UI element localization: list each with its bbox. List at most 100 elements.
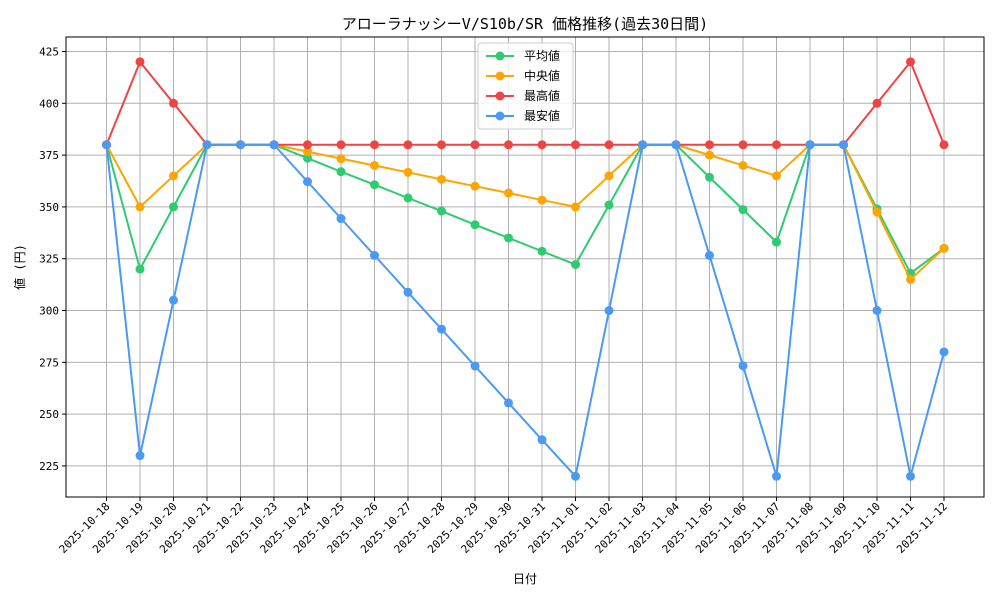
- data-point: [738, 160, 748, 170]
- y-tick-label: 350: [39, 201, 59, 214]
- data-point: [571, 471, 580, 481]
- data-point: [705, 150, 714, 160]
- legend-marker: [495, 91, 505, 101]
- data-point: [437, 324, 446, 334]
- series-line: [105, 143, 945, 275]
- data-point: [772, 471, 781, 481]
- data-point: [705, 140, 714, 150]
- data-point: [336, 140, 346, 150]
- data-point: [604, 140, 614, 150]
- data-point: [939, 347, 949, 357]
- data-point: [872, 306, 882, 316]
- data-point: [437, 140, 446, 150]
- data-point: [102, 140, 111, 150]
- data-point: [370, 140, 379, 150]
- legend-label: 最安値: [524, 108, 560, 123]
- data-point: [571, 140, 580, 150]
- data-point: [805, 140, 815, 150]
- y-axis-label: 値 (円): [12, 244, 27, 290]
- y-tick-label: 325: [39, 253, 59, 266]
- series-line: [105, 143, 945, 478]
- series-line: [105, 143, 945, 281]
- data-point: [470, 140, 480, 150]
- data-point: [772, 171, 781, 181]
- series-1: [102, 140, 949, 284]
- data-point: [906, 57, 915, 67]
- plot-frame: [65, 36, 985, 498]
- data-point: [537, 140, 547, 150]
- data-point: [705, 172, 714, 182]
- legend-marker: [495, 51, 505, 61]
- data-point: [738, 361, 748, 371]
- y-tick-label: 375: [39, 149, 59, 162]
- data-point: [135, 57, 145, 67]
- data-point: [437, 206, 446, 216]
- y-tick-label: 275: [39, 356, 59, 369]
- legend-label: 最高値: [524, 88, 560, 103]
- data-point: [504, 233, 513, 243]
- data-point: [504, 188, 513, 198]
- data-point: [202, 140, 212, 150]
- data-point: [303, 177, 312, 187]
- data-point: [604, 171, 614, 181]
- data-point: [604, 306, 614, 316]
- data-point: [403, 167, 413, 177]
- data-point: [671, 140, 681, 150]
- data-point: [571, 260, 580, 270]
- data-point: [169, 171, 178, 181]
- data-point: [738, 205, 748, 215]
- data-point: [537, 246, 547, 256]
- data-point: [604, 200, 614, 210]
- data-point: [939, 140, 949, 150]
- data-point: [370, 250, 379, 260]
- data-point: [705, 250, 714, 260]
- data-point: [872, 207, 882, 217]
- data-point: [470, 181, 480, 191]
- y-axis: 225 250 275 300 325 350 375 400 425: [39, 46, 66, 473]
- data-point: [236, 140, 245, 150]
- data-point: [135, 451, 145, 461]
- data-point: [403, 287, 413, 297]
- data-point: [169, 98, 178, 108]
- data-point: [135, 202, 145, 212]
- data-point: [939, 243, 949, 253]
- data-point: [504, 398, 513, 408]
- legend-marker: [495, 111, 505, 121]
- x-axis-label: 日付: [513, 572, 537, 586]
- series-3: [102, 140, 949, 481]
- legend-box: [477, 42, 574, 130]
- data-point: [738, 140, 748, 150]
- y-tick-label: 225: [39, 460, 59, 473]
- data-point: [370, 160, 379, 170]
- data-point: [537, 435, 547, 445]
- y-tick-label: 425: [39, 46, 59, 59]
- data-point: [169, 202, 178, 212]
- data-point: [336, 154, 346, 164]
- data-point: [403, 193, 413, 203]
- data-point: [336, 214, 346, 224]
- grid: [66, 37, 984, 497]
- data-point: [437, 174, 446, 184]
- data-point: [839, 140, 848, 150]
- series-group: [102, 57, 949, 481]
- data-point: [504, 140, 513, 150]
- data-point: [269, 140, 279, 150]
- data-point: [772, 140, 781, 150]
- data-point: [303, 140, 312, 150]
- data-point: [537, 195, 547, 205]
- data-point: [336, 167, 346, 177]
- legend-label: 平均値: [524, 48, 560, 63]
- legend-marker: [495, 71, 505, 81]
- data-point: [303, 147, 312, 157]
- data-point: [906, 274, 915, 284]
- y-tick-label: 250: [39, 408, 59, 421]
- y-tick-label: 400: [39, 97, 59, 110]
- x-axis: 2025-10-182025-10-192025-10-202025-10-21…: [57, 497, 950, 556]
- data-point: [638, 140, 647, 150]
- data-point: [403, 140, 413, 150]
- data-point: [303, 153, 312, 163]
- data-point: [370, 180, 379, 190]
- series-0: [102, 140, 949, 278]
- data-point: [772, 237, 781, 247]
